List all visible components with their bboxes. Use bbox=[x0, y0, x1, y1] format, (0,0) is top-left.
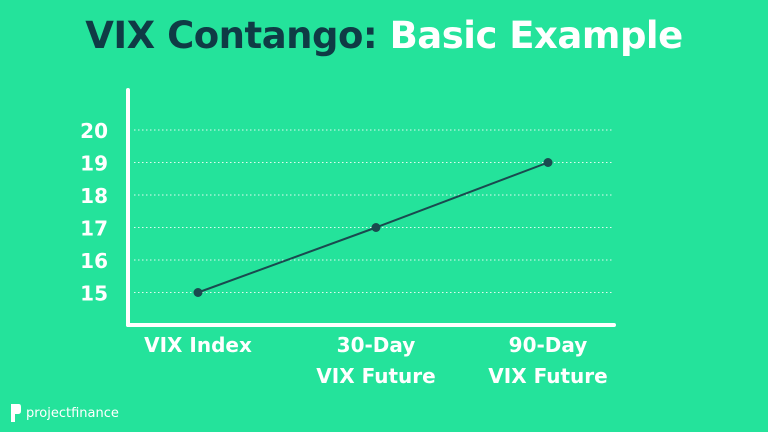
y-tick-label-18: 18 bbox=[80, 184, 108, 208]
y-tick-label-17: 17 bbox=[80, 217, 108, 241]
x-category-label-0-0: VIX Index bbox=[144, 333, 252, 357]
y-tick-label-15: 15 bbox=[80, 282, 108, 306]
x-category-label-1-0: 30-Day bbox=[337, 333, 416, 357]
projectfinance-logo-icon bbox=[11, 404, 21, 422]
data-point-0 bbox=[193, 288, 203, 297]
title-part-2: Basic Example bbox=[389, 14, 684, 57]
x-category-label-1-1: VIX Future bbox=[316, 364, 435, 388]
y-tick-label-19: 19 bbox=[80, 152, 108, 176]
x-category-label-2-1: VIX Future bbox=[488, 364, 607, 388]
x-category-label-2-0: 90-Day bbox=[509, 333, 588, 357]
chart-title: VIX Contango: Basic Example bbox=[0, 14, 768, 57]
y-tick-label-20: 20 bbox=[80, 119, 108, 143]
title-part-1: VIX Contango: bbox=[85, 14, 378, 57]
y-tick-label-16: 16 bbox=[80, 249, 108, 273]
data-point-1 bbox=[371, 223, 381, 232]
brand-logo: projectfinance bbox=[10, 402, 119, 424]
data-point-2 bbox=[543, 158, 553, 167]
logo-text: projectfinance bbox=[26, 405, 119, 421]
